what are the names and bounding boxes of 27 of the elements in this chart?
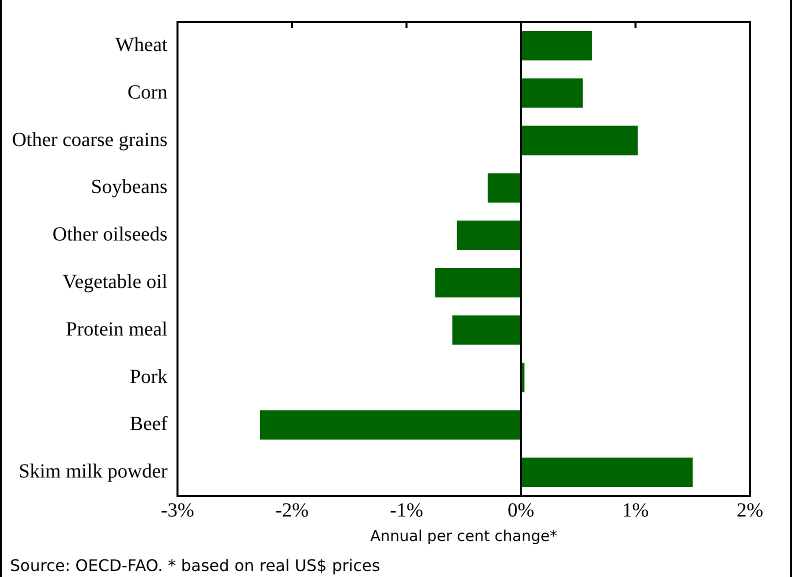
x-tick-label: 2% [736,499,764,522]
y-tick-label: Skim milk powder [18,460,168,483]
y-tick-label: Beef [130,413,168,436]
bar [488,173,521,203]
bar [520,458,693,487]
y-tick-label: Other coarse grains [12,128,168,151]
x-tick-label: 1% [622,499,649,522]
y-tick-label: Other oilseeds [52,224,168,246]
y-tick-label: Soybeans [90,176,168,198]
x-tick-label: -1% [390,499,424,522]
bar [520,126,638,156]
y-tick-label: Corn [127,81,168,104]
y-tick-label: Vegetable oil [62,270,168,293]
x-tick-label: -2% [275,499,309,522]
x-axis-title: Annual per cent change* [370,526,558,545]
bar [520,78,583,108]
y-tick-label: Wheat [115,34,168,56]
source-note: Source: OECD-FAO. * based on real US$ prices [10,556,380,575]
x-tick-label: -3% [160,499,194,522]
y-tick-label: Pork [130,366,168,388]
bar [452,315,521,345]
y-tick-label: Protein meal [66,318,168,340]
x-tick-label: 0% [508,499,534,522]
bar [456,220,521,250]
bar [435,268,521,298]
bar [260,410,521,440]
bar [520,31,592,60]
